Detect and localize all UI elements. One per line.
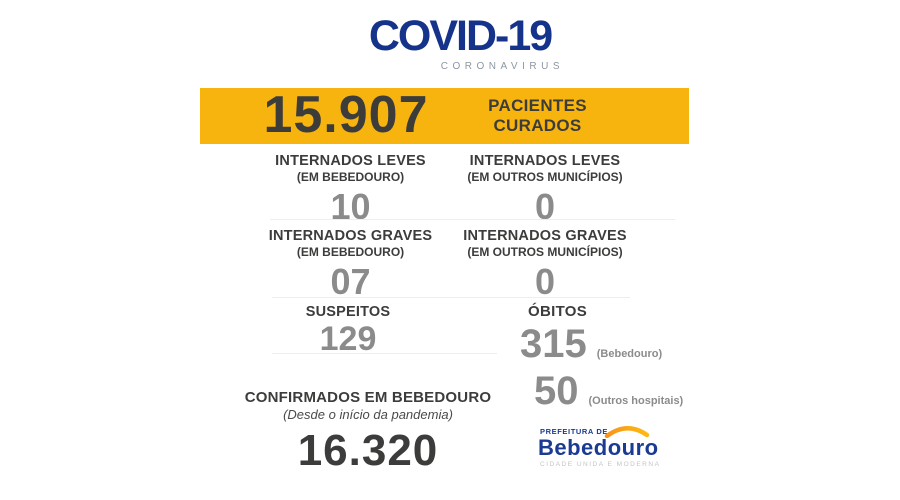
cured-patients-banner: 15.907 PACIENTES CURADOS: [200, 88, 689, 144]
logo-slogan: CIDADE UNIDA E MODERNA: [540, 461, 661, 469]
cured-label: PACIENTES CURADOS: [455, 96, 620, 136]
stat-internados-leves-outros: INTERNADOS LEVES (EM OUTROS MUNICÍPIOS) …: [422, 153, 668, 226]
stat-value: 16.320: [297, 426, 439, 475]
stat-value: 0: [534, 186, 556, 227]
stat-subtitle: (EM OUTROS MUNICÍPIOS): [467, 245, 623, 259]
stat-value: 315: [520, 322, 587, 366]
stat-value: 07: [330, 261, 371, 302]
stat-title: INTERNADOS GRAVES: [463, 228, 627, 244]
stat-subtitle: (EM BEBEDOURO): [296, 170, 405, 184]
stat-value: 50: [534, 369, 579, 413]
stat-subtitle: (EM BEBEDOURO): [296, 245, 405, 259]
cured-count: 15.907: [263, 86, 429, 144]
stat-obitos: ÓBITOS 315 (Bebedouro) 50 (Outros hospit…: [520, 303, 683, 411]
section-divider: [272, 353, 497, 354]
logo-bebedouro-wordmark: Bebedouro: [538, 435, 659, 460]
stat-subtitle: (Desde o início da pandemia): [283, 407, 453, 422]
covid19-logo: COVID-19: [368, 12, 553, 60]
prefeitura-bebedouro-logo: PREFEITURA DE Bebedouro CIDADE UNIDA E M…: [538, 424, 678, 468]
stat-value: 0: [534, 261, 556, 302]
coronavirus-subtitle: CORONAVIRUS: [440, 61, 564, 72]
stat-title: CONFIRMADOS EM BEBEDOURO: [244, 389, 492, 406]
stat-internados-graves-outros: INTERNADOS GRAVES (EM OUTROS MUNICÍPIOS)…: [422, 228, 668, 301]
stat-title: SUSPEITOS: [305, 304, 391, 320]
stat-confirmados: CONFIRMADOS EM BEBEDOURO (Desde o início…: [230, 389, 506, 474]
stat-value-label: (Bebedouro): [596, 348, 663, 360]
logo-prefeitura-de: PREFEITURA DE: [540, 427, 608, 436]
cured-label-line2: CURADOS: [493, 116, 582, 135]
section-divider: [270, 219, 675, 220]
stat-title: INTERNADOS GRAVES: [268, 228, 433, 244]
logo-arc-icon: [604, 426, 650, 438]
stat-title: INTERNADOS LEVES: [275, 153, 426, 169]
stat-internados-graves-bebedouro: INTERNADOS GRAVES (EM BEBEDOURO) 07: [228, 228, 473, 301]
stat-value: 129: [319, 320, 377, 358]
section-divider: [272, 297, 630, 298]
stat-value-label: (Outros hospitais): [588, 395, 684, 407]
stat-title: INTERNADOS LEVES: [469, 153, 621, 169]
stat-subtitle: (EM OUTROS MUNICÍPIOS): [467, 170, 623, 184]
stat-suspeitos: SUSPEITOS 129: [228, 304, 468, 358]
stat-title: ÓBITOS: [528, 303, 588, 320]
obitos-row-outros: 50 (Outros hospitais): [534, 371, 683, 411]
cured-label-line1: PACIENTES: [488, 96, 587, 115]
obitos-row-bebedouro: 315 (Bebedouro): [520, 324, 683, 364]
